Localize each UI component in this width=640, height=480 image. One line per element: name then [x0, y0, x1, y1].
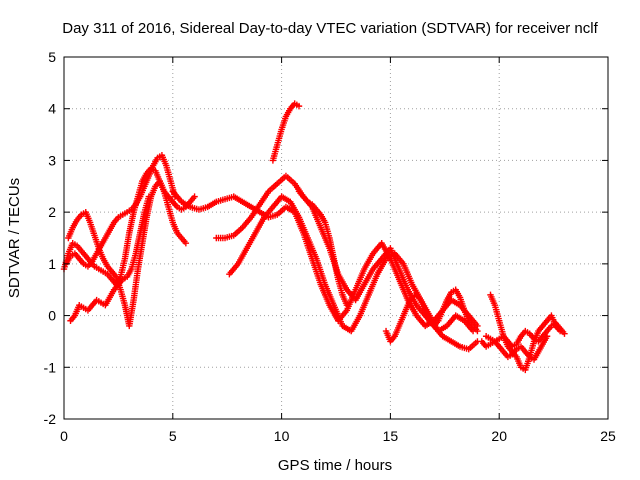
- data-point: [295, 102, 303, 110]
- chart-title: Day 311 of 2016, Sidereal Day-to-day VTE…: [62, 20, 598, 37]
- x-tick-label: 15: [383, 428, 399, 444]
- x-tick-label: 20: [491, 428, 507, 444]
- y-axis-title: SDTVAR / TECUs: [6, 178, 23, 298]
- x-axis-title: GPS time / hours: [278, 457, 392, 474]
- data-layer: [60, 100, 568, 374]
- x-tick-label: 25: [600, 428, 616, 444]
- series-arc-2: [62, 152, 179, 270]
- y-tick-label: 4: [48, 101, 56, 117]
- data-point: [343, 302, 351, 309]
- series-arc-6: [213, 172, 481, 353]
- plot-frame: [63, 56, 609, 420]
- y-tick-label: 5: [48, 49, 56, 65]
- tick-layer: 0 5 10 15 20 25 -2 -1 0 1 2 3 4 5: [44, 49, 616, 444]
- x-tick-label: 0: [60, 428, 68, 444]
- data-point: [561, 330, 568, 337]
- data-point: [182, 239, 190, 247]
- data-point: [191, 193, 198, 200]
- y-tick-label: 2: [48, 204, 56, 220]
- y-tick-label: 0: [48, 308, 56, 324]
- y-tick-label: -2: [44, 411, 57, 427]
- data-point: [474, 327, 481, 335]
- y-tick-label: 3: [48, 152, 56, 168]
- series-arc-5: [169, 188, 481, 330]
- series-arc-10: [382, 286, 481, 345]
- data-point: [543, 333, 551, 340]
- x-tick-label: 10: [274, 428, 290, 444]
- series-arc-9: [295, 188, 351, 309]
- y-tick-label: 1: [48, 256, 56, 272]
- series-arc-8: [269, 100, 303, 164]
- y-tick-label: -1: [44, 359, 57, 375]
- series-arc-7: [226, 193, 477, 335]
- data-point: [145, 193, 153, 200]
- x-tick-label: 5: [169, 428, 177, 444]
- series-arc-4: [67, 193, 153, 324]
- series-arc-13: [478, 333, 551, 363]
